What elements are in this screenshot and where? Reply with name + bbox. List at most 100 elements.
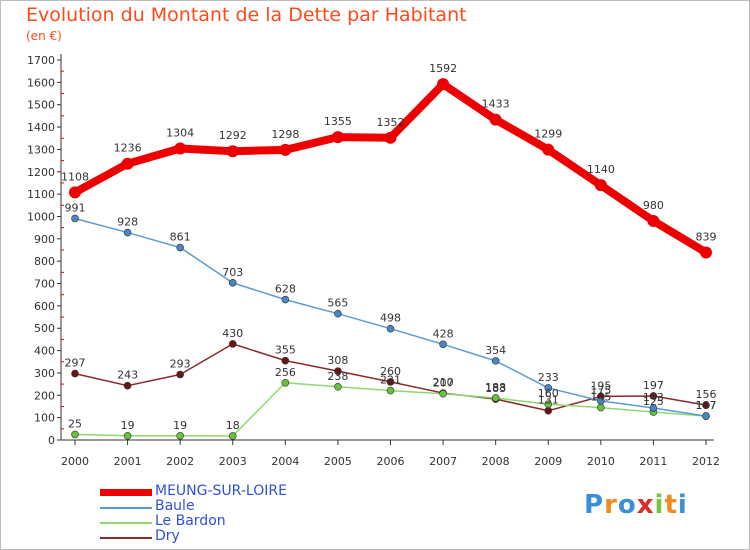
y-tick-label: 1600 (27, 76, 55, 89)
data-label: 143 (643, 391, 664, 404)
data-label: 430 (222, 327, 243, 340)
data-label: 1108 (61, 170, 89, 183)
data-point (281, 378, 290, 387)
data-label: 207 (433, 377, 454, 390)
data-point (71, 430, 79, 439)
data-point (281, 295, 290, 304)
data-point (176, 370, 184, 379)
data-label: 107 (696, 399, 717, 412)
data-label: 297 (65, 357, 86, 370)
data-point (331, 131, 344, 144)
data-point (228, 432, 237, 440)
x-tick-label: 2012 (692, 455, 720, 468)
data-point (384, 131, 397, 144)
data-label: 233 (538, 371, 559, 384)
y-tick-label: 500 (34, 322, 55, 335)
x-tick-label: 2011 (639, 455, 667, 468)
y-tick-label: 1100 (27, 188, 55, 201)
data-label: 355 (275, 344, 296, 357)
x-tick-label: 2007 (429, 455, 457, 468)
data-label: 160 (538, 387, 559, 400)
y-tick-label: 900 (34, 233, 55, 246)
data-label: 991 (65, 201, 86, 214)
data-point (491, 357, 500, 365)
x-tick-label: 2002 (166, 455, 194, 468)
y-tick-label: 1400 (27, 121, 55, 134)
data-point (544, 400, 553, 409)
y-tick-label: 800 (34, 255, 55, 268)
data-label: 19 (121, 419, 135, 432)
x-tick-label: 2008 (482, 455, 510, 468)
chart-title: Evolution du Montant de la Dette par Hab… (26, 4, 467, 26)
data-label: 354 (485, 344, 506, 357)
legend-label-meung: MEUNG-SUR-LOIRE (155, 483, 287, 499)
data-label: 1292 (219, 129, 247, 142)
data-point (542, 143, 555, 156)
y-tick-label: 700 (34, 278, 55, 291)
y-tick-label: 1200 (27, 166, 55, 179)
data-point (334, 382, 342, 391)
y-tick-label: 100 (34, 412, 55, 425)
data-label: 175 (590, 384, 611, 397)
data-label: 1433 (482, 98, 510, 111)
data-label: 628 (275, 283, 296, 296)
data-label: 839 (696, 230, 717, 243)
data-label: 145 (590, 391, 611, 404)
data-point (489, 113, 502, 126)
data-point (386, 378, 395, 386)
chart-unit: (en €) (26, 29, 62, 43)
legend-swatch-meung (100, 489, 152, 496)
data-label: 861 (170, 231, 191, 244)
data-label: 156 (696, 388, 717, 401)
data-point (702, 401, 710, 409)
data-label: 703 (222, 266, 243, 279)
data-point (69, 186, 81, 199)
data-label: 195 (590, 379, 611, 392)
data-label: 498 (380, 312, 401, 325)
legend-label-baule: Baule (155, 498, 195, 514)
data-point (121, 157, 134, 170)
x-tick-label: 2004 (271, 455, 299, 468)
data-label: 1304 (166, 127, 194, 140)
data-point (281, 356, 290, 365)
data-point (71, 369, 79, 378)
x-tick-label: 2005 (324, 455, 352, 468)
legend-swatch-dry (100, 537, 152, 539)
data-point (386, 386, 395, 395)
data-point (174, 142, 187, 155)
data-point (71, 214, 79, 223)
y-tick-label: 300 (34, 367, 55, 380)
data-label: 243 (117, 369, 138, 382)
x-tick-label: 2006 (377, 455, 405, 468)
proxiti-logo: Proxiti (584, 490, 688, 520)
legend-swatch-baule (100, 507, 152, 509)
y-tick-label: 600 (34, 300, 55, 313)
legend-label-le-bardon: Le Bardon (155, 513, 226, 529)
legend-label-dry: Dry (155, 528, 180, 544)
data-point (228, 340, 237, 348)
data-label: 125 (643, 395, 664, 408)
data-point (649, 404, 658, 412)
logo-letter: P (584, 490, 605, 520)
data-label: 928 (117, 216, 138, 229)
y-tick-label: 1500 (27, 99, 55, 112)
logo-letter: i (677, 490, 688, 520)
y-tick-label: 1000 (27, 210, 55, 223)
legend-swatch-le-bardon (100, 522, 152, 524)
data-point (279, 143, 292, 156)
data-point (123, 431, 132, 440)
data-label: 1140 (587, 163, 615, 176)
data-point (334, 309, 342, 318)
data-label: 221 (380, 374, 401, 387)
data-point (647, 214, 660, 227)
data-label: 197 (643, 379, 664, 392)
x-tick-label: 2010 (587, 455, 615, 468)
data-label: 238 (327, 370, 348, 383)
data-label: 1352 (377, 116, 405, 129)
data-label: 1236 (114, 142, 142, 155)
data-label: 1298 (271, 128, 299, 141)
data-label: 107 (696, 399, 717, 412)
data-label: 428 (433, 327, 454, 340)
